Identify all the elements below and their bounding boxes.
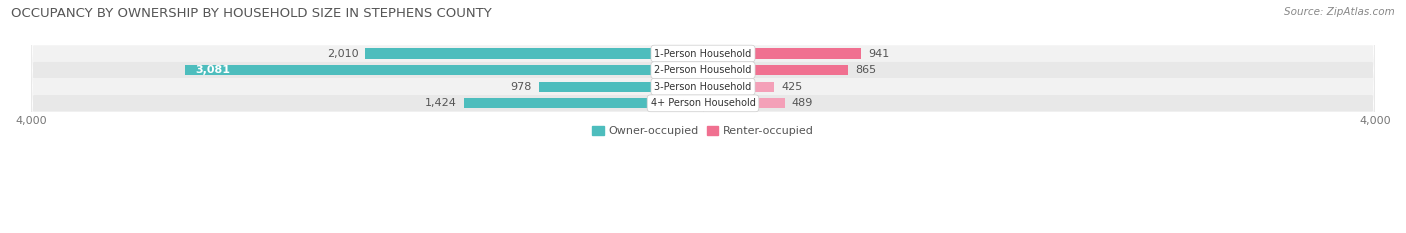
Bar [703, 65, 848, 75]
Text: 941: 941 [868, 49, 889, 58]
Text: 2-Person Household: 2-Person Household [654, 65, 752, 75]
Text: 3-Person Household: 3-Person Household [654, 82, 752, 92]
FancyBboxPatch shape [31, 0, 1375, 233]
Bar [703, 82, 775, 92]
Legend: Owner-occupied, Renter-occupied: Owner-occupied, Renter-occupied [588, 121, 818, 140]
Text: 489: 489 [792, 98, 813, 108]
Text: 1,424: 1,424 [425, 98, 457, 108]
FancyBboxPatch shape [31, 0, 1375, 233]
Text: 865: 865 [855, 65, 876, 75]
FancyBboxPatch shape [31, 0, 1375, 233]
Text: 425: 425 [782, 82, 803, 92]
Bar [703, 48, 860, 59]
Bar [703, 98, 785, 109]
Text: 978: 978 [510, 82, 531, 92]
Bar [464, 98, 703, 109]
Bar [366, 48, 703, 59]
Bar [538, 82, 703, 92]
Bar [186, 65, 703, 75]
FancyBboxPatch shape [31, 0, 1375, 233]
Text: 1-Person Household: 1-Person Household [654, 49, 752, 58]
Text: 4+ Person Household: 4+ Person Household [651, 98, 755, 108]
Text: 2,010: 2,010 [326, 49, 359, 58]
Text: OCCUPANCY BY OWNERSHIP BY HOUSEHOLD SIZE IN STEPHENS COUNTY: OCCUPANCY BY OWNERSHIP BY HOUSEHOLD SIZE… [11, 7, 492, 20]
Text: 3,081: 3,081 [195, 65, 231, 75]
Text: Source: ZipAtlas.com: Source: ZipAtlas.com [1284, 7, 1395, 17]
